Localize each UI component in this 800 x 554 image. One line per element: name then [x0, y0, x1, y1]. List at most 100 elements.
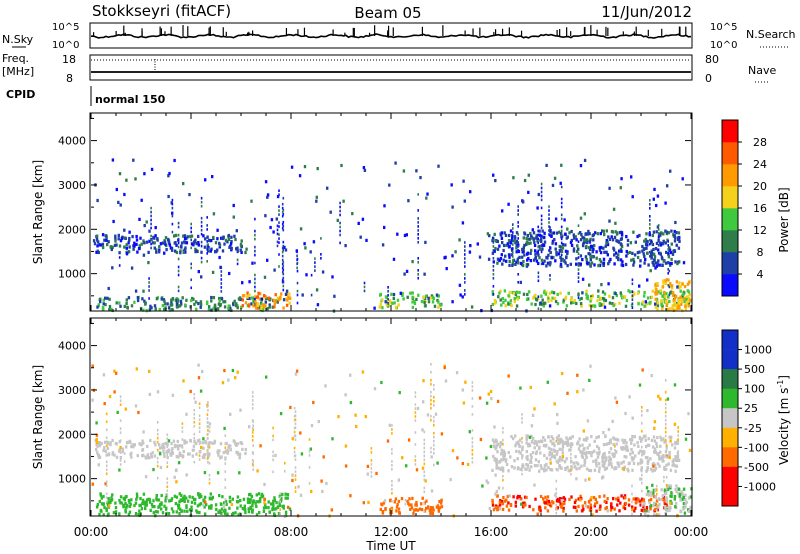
- range-gate-cell: [373, 306, 376, 310]
- range-gate-cell: [264, 295, 267, 299]
- range-gate-cell: [273, 496, 276, 500]
- range-gate-cell: [339, 213, 341, 217]
- range-gate-cell: [605, 500, 608, 504]
- range-gate-cell: [251, 391, 254, 394]
- colorbar-tick-label: 100: [744, 383, 765, 396]
- nsky-panel-frame: [89, 22, 693, 49]
- range-gate-cell: [617, 240, 621, 244]
- range-gate-cell: [203, 456, 206, 460]
- range-gate-cell: [494, 473, 497, 477]
- range-gate-cell: [251, 296, 254, 300]
- range-gate-cell: [664, 418, 667, 422]
- range-gate-cell: [103, 505, 106, 510]
- range-gate-cell: [211, 270, 215, 274]
- range-gate-cell: [583, 212, 586, 216]
- range-gate-cell: [577, 262, 581, 266]
- range-gate-cell: [517, 273, 519, 276]
- range-gate-cell: [609, 438, 612, 442]
- range-gate-cell: [665, 250, 668, 254]
- range-gate-cell: [243, 294, 246, 298]
- range-gate-cell: [680, 302, 683, 306]
- range-gate-cell: [228, 499, 232, 503]
- range-gate-cell: [171, 211, 174, 215]
- range-gate-cell: [394, 497, 398, 501]
- range-gate-cell: [608, 186, 611, 190]
- range-gate-cell: [263, 501, 266, 505]
- range-gate-cell: [96, 198, 99, 203]
- range-gate-cell: [682, 507, 685, 511]
- range-gate-cell: [461, 388, 464, 392]
- range-gate-cell: [156, 421, 159, 424]
- range-gate-cell: [591, 450, 594, 454]
- range-gate-cell: [114, 510, 118, 514]
- range-gate-cell: [254, 289, 256, 293]
- range-gate-cell: [589, 254, 592, 258]
- power-y-axis-label: Slant Range [km]: [31, 160, 45, 264]
- range-gate-cell: [181, 426, 184, 429]
- range-gate-cell: [174, 249, 177, 253]
- range-gate-cell: [127, 241, 130, 245]
- range-gate-cell: [119, 431, 122, 434]
- range-gate-cell: [501, 502, 505, 506]
- range-gate-cell: [424, 240, 427, 244]
- range-gate-cell: [606, 243, 610, 247]
- range-gate-cell: [639, 259, 642, 263]
- range-gate-cell: [177, 269, 180, 273]
- range-gate-cell: [165, 248, 168, 252]
- range-gate-cell: [540, 234, 543, 238]
- range-gate-cell: [555, 495, 558, 499]
- range-gate-cell: [664, 241, 667, 245]
- range-gate-cell: [174, 469, 178, 473]
- range-gate-cell: [609, 447, 613, 451]
- range-gate-cell: [128, 510, 132, 514]
- range-gate-cell: [603, 250, 606, 254]
- range-gate-cell: [656, 484, 658, 488]
- range-gate-cell: [517, 233, 519, 236]
- range-gate-cell: [414, 395, 417, 398]
- range-gate-cell: [303, 165, 307, 169]
- range-gate-cell: [278, 233, 280, 236]
- range-gate-cell: [209, 249, 212, 253]
- range-gate-cell: [127, 296, 131, 300]
- range-gate-cell: [275, 501, 278, 505]
- range-gate-cell: [560, 257, 563, 261]
- range-gate-cell: [659, 450, 662, 454]
- range-gate-cell: [545, 456, 549, 460]
- range-gate-cell: [533, 446, 536, 450]
- range-gate-cell: [511, 263, 514, 267]
- range-gate-cell: [430, 414, 432, 418]
- range-gate-cell: [611, 238, 615, 242]
- range-gate-cell: [617, 496, 620, 500]
- range-gate-cell: [170, 498, 173, 503]
- range-gate-cell: [641, 481, 643, 485]
- range-gate-cell: [277, 511, 281, 516]
- range-gate-cell: [645, 492, 649, 497]
- range-gate-cell: [503, 451, 507, 455]
- range-gate-cell: [206, 224, 208, 227]
- range-gate-cell: [198, 438, 201, 441]
- range-gate-cell: [361, 217, 365, 221]
- range-gate-cell: [662, 495, 665, 500]
- range-gate-cell: [621, 447, 624, 451]
- range-gate-cell: [391, 492, 393, 495]
- range-gate-cell: [261, 494, 265, 498]
- range-gate-cell: [674, 307, 677, 312]
- range-gate-cell: [650, 252, 653, 256]
- range-gate-cell: [117, 233, 120, 237]
- range-gate-cell: [515, 290, 519, 294]
- range-gate-cell: [656, 504, 658, 508]
- range-gate-cell: [146, 456, 150, 460]
- range-gate-cell: [127, 498, 131, 503]
- range-gate-cell: [282, 280, 285, 284]
- range-gate-cell: [566, 465, 569, 469]
- range-gate-cell: [123, 228, 126, 232]
- range-gate-cell: [494, 492, 497, 496]
- range-gate-cell: [591, 250, 594, 254]
- range-gate-cell: [105, 508, 108, 512]
- range-gate-cell: [455, 371, 459, 375]
- range-gate-cell: [391, 448, 393, 451]
- range-gate-cell: [156, 464, 159, 468]
- range-gate-cell: [461, 462, 464, 466]
- range-gate-cell: [679, 285, 682, 289]
- range-gate-cell: [587, 252, 590, 256]
